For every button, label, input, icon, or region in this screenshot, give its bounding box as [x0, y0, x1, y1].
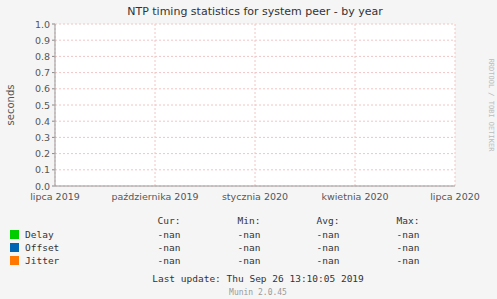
stats-value: -nan	[317, 242, 340, 253]
tick-label: kwietnia 2020	[321, 191, 388, 202]
stats-value: -nan	[158, 255, 181, 266]
grid-line	[355, 24, 356, 186]
tick-label: 0.2	[35, 148, 50, 159]
y-axis	[55, 24, 56, 186]
grid-line	[55, 186, 455, 187]
legend-swatch	[10, 243, 19, 252]
stats-value: -nan	[238, 242, 261, 253]
legend-label: Jitter	[25, 255, 60, 266]
stats-header: Avg:	[317, 215, 340, 226]
stats-value: -nan	[158, 229, 181, 240]
tick-label: lipca 2020	[430, 191, 480, 202]
title: NTP timing statistics for system peer - …	[127, 5, 383, 18]
grid-line	[255, 24, 256, 186]
grid-line	[55, 24, 56, 186]
tick-label: 0.5	[35, 100, 50, 111]
legend-label: Delay	[25, 229, 54, 240]
stats-header: Max:	[397, 215, 420, 226]
tick-label: lipca 2019	[30, 191, 80, 202]
stats-value: -nan	[317, 255, 340, 266]
stats-value: -nan	[397, 255, 420, 266]
stats-value: -nan	[238, 229, 261, 240]
grid-line	[155, 24, 156, 186]
stats-value: -nan	[238, 255, 261, 266]
grid-line	[455, 24, 456, 186]
stats-value: -nan	[158, 242, 181, 253]
last-update: Last update: Thu Sep 26 13:10:05 2019	[152, 273, 364, 284]
tick-label: 1.0	[35, 19, 50, 30]
tick-label: 0.8	[35, 51, 50, 62]
tick-label: 0.9	[35, 35, 50, 46]
legend-swatch	[10, 230, 19, 239]
legend-swatch	[10, 256, 19, 265]
stats-value: -nan	[397, 242, 420, 253]
watermark: RRDTOOL / TOBI OETIKER	[487, 59, 495, 153]
y-label: seconds	[5, 85, 16, 126]
tick-label: 0.7	[35, 67, 50, 78]
tick-label: 0.0	[35, 181, 50, 192]
x-axis	[55, 186, 455, 187]
stats-header: Cur:	[158, 215, 181, 226]
tick-label: października 2019	[111, 191, 198, 202]
chart: 0.0 0.1 0.2 0.3 0.4 0.5 0.6 0.7 0.8 0.9 1.0 lipca 2…	[0, 0, 497, 299]
legend-label: Offset	[25, 242, 59, 253]
stats-header: Min:	[238, 215, 261, 226]
version: Munin 2.0.45	[229, 288, 287, 297]
tick-label: 0.1	[35, 164, 50, 175]
tick-label: 0.4	[35, 116, 50, 127]
stats-value: -nan	[317, 229, 340, 240]
plot-area	[55, 24, 455, 186]
tick-label: stycznia 2020	[222, 191, 288, 202]
tick-label: 0.6	[35, 83, 50, 94]
tick-label: 0.3	[35, 132, 50, 143]
stats-value: -nan	[397, 229, 420, 240]
